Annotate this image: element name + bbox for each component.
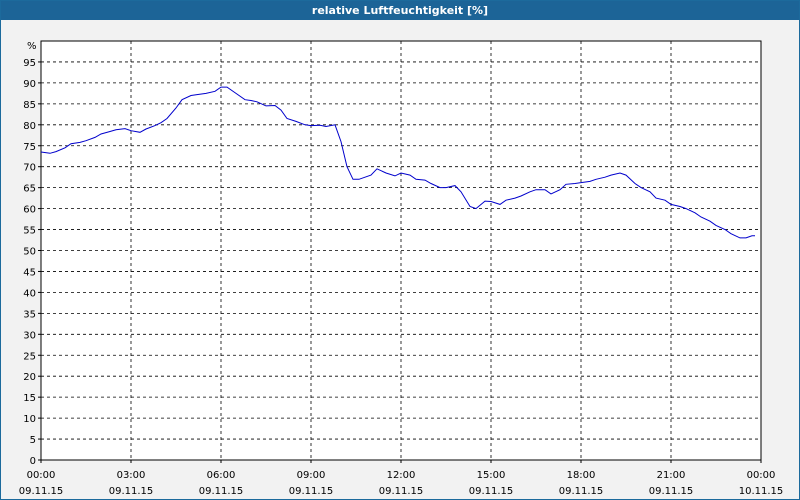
y-tick-label: 25 bbox=[23, 351, 36, 362]
y-tick-label: 40 bbox=[23, 288, 36, 299]
y-tick-label: 60 bbox=[23, 205, 36, 216]
x-tick-time-label: 03:00 bbox=[117, 470, 146, 481]
x-tick-time-label: 12:00 bbox=[387, 470, 416, 481]
grid bbox=[41, 41, 761, 460]
x-tick-time-label: 00:00 bbox=[747, 470, 776, 481]
y-tick-label: 45 bbox=[23, 267, 36, 278]
x-tick-date-label: 09.11.15 bbox=[109, 486, 154, 497]
y-tick-label: 0 bbox=[30, 456, 36, 467]
humidity-series-line bbox=[40, 86, 755, 239]
y-tick-label: 50 bbox=[23, 247, 36, 258]
x-tick-date-label: 09.11.15 bbox=[199, 486, 244, 497]
y-tick-label: 35 bbox=[23, 309, 36, 320]
y-tick-label: 80 bbox=[23, 121, 36, 132]
x-tick-date-label: 09.11.15 bbox=[379, 486, 424, 497]
y-tick-label: 70 bbox=[23, 163, 36, 174]
y-tick-label: 5 bbox=[30, 435, 36, 446]
y-tick-label: 55 bbox=[23, 226, 36, 237]
y-tick-label: 95 bbox=[23, 58, 36, 69]
x-tick-date-label: 09.11.15 bbox=[649, 486, 694, 497]
x-tick-time-label: 09:00 bbox=[297, 470, 326, 481]
chart-title: relative Luftfeuchtigkeit [%] bbox=[1, 1, 799, 20]
y-axis: 0 5 10 15 20 25 30 35 40 45 50 55 60 65 70 75 80 85 90 95 bbox=[23, 58, 41, 467]
x-tick-date-label: 09.11.15 bbox=[289, 486, 334, 497]
y-tick-label: 15 bbox=[23, 393, 36, 404]
x-tick-time-label: 06:00 bbox=[207, 470, 236, 481]
y-tick-label: 30 bbox=[23, 330, 36, 341]
x-tick-time-label: 21:00 bbox=[657, 470, 686, 481]
y-tick-label: 85 bbox=[23, 100, 36, 111]
y-tick-label: 10 bbox=[23, 414, 36, 425]
x-tick-date-label: 09.11.15 bbox=[469, 486, 514, 497]
y-tick-label: 65 bbox=[23, 184, 36, 195]
x-tick-time-label: 00:00 bbox=[27, 470, 56, 481]
x-axis: 00:00 09.11.15 03:00 09.11.15 06:00 09.11.15 0… bbox=[19, 460, 784, 497]
y-tick-label: 90 bbox=[23, 79, 36, 90]
y-tick-label: 75 bbox=[23, 142, 36, 153]
x-tick-time-label: 18:00 bbox=[567, 470, 596, 481]
y-axis-label: % bbox=[27, 41, 37, 52]
x-tick-date-label: 09.11.15 bbox=[559, 486, 604, 497]
x-tick-time-label: 15:00 bbox=[477, 470, 506, 481]
x-tick-date-label: 10.11.15 bbox=[739, 486, 784, 497]
x-tick-date-label: 09.11.15 bbox=[19, 486, 64, 497]
y-tick-label: 20 bbox=[23, 372, 36, 383]
